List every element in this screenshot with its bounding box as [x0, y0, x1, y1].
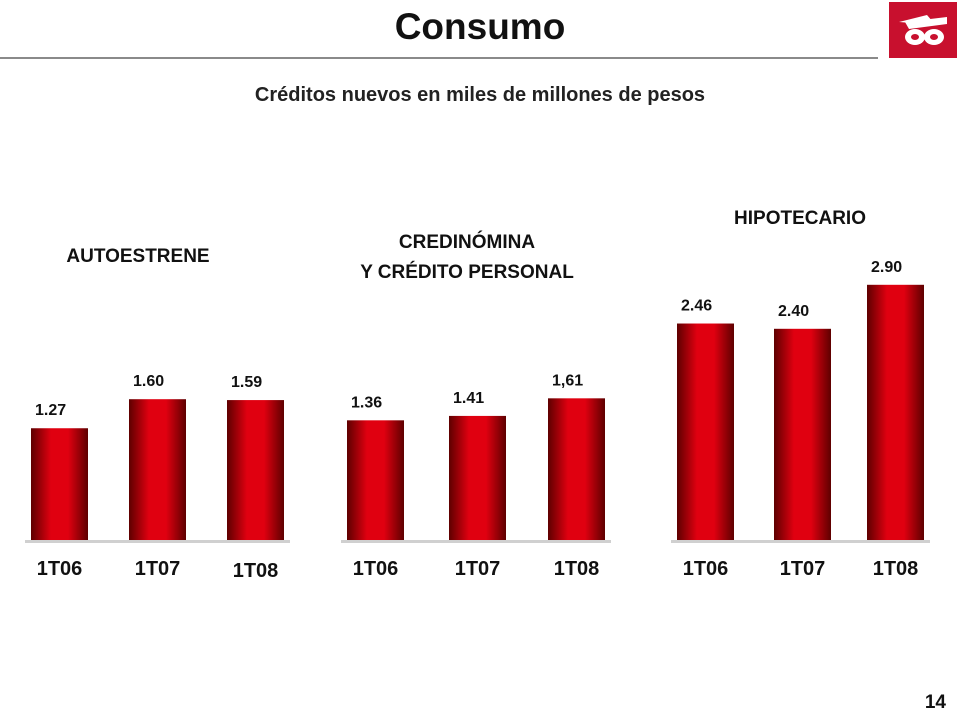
data-label: 1.41 [453, 390, 484, 407]
data-label: 1.27 [35, 402, 66, 419]
chart-title: HIPOTECARIO [734, 208, 866, 229]
title-divider [0, 57, 878, 59]
bar-1T06 [31, 428, 88, 540]
category-label: 1T08 [233, 560, 279, 582]
data-label: 1.60 [133, 373, 164, 390]
data-label: 1,61 [552, 372, 583, 389]
category-label: 1T06 [353, 558, 399, 580]
bar-1T08 [548, 398, 605, 540]
banorte-logo-icon [889, 2, 957, 58]
chart-2: CREDINÓMINA Y CRÉDITO PERSONAL 1.36 1T06 1.4… [341, 231, 611, 580]
bar-1T06 [347, 420, 404, 540]
bar-1T08 [227, 400, 284, 540]
chart-baseline [671, 540, 930, 543]
category-label: 1T07 [780, 558, 826, 580]
chart-title: CREDINÓMINA [399, 231, 535, 253]
page-number: 14 [924, 692, 946, 713]
chart-title: AUTOESTRENE [66, 246, 209, 267]
bar-1T06 [677, 323, 734, 540]
chart-3: HIPOTECARIO 2.46 1T06 2.40 1T07 2.90 1T08 [671, 208, 930, 580]
chart-1: AUTOESTRENE 1.27 1T06 1.60 1T07 1.59 1T08 [25, 246, 290, 582]
category-label: 1T08 [873, 558, 919, 580]
chart-title: Y CRÉDITO PERSONAL [360, 261, 574, 283]
category-label: 1T06 [37, 558, 83, 580]
chart-baseline [341, 540, 611, 543]
data-label: 2.46 [681, 298, 712, 315]
bar-1T07 [774, 328, 831, 540]
data-label: 2.40 [778, 303, 809, 320]
bar-1T07 [129, 399, 186, 540]
page-title: Consumo [394, 6, 566, 47]
category-label: 1T07 [135, 558, 181, 580]
bar-1T07 [449, 415, 506, 540]
chart-subtitle: Créditos nuevos en miles de millones de … [254, 84, 706, 106]
data-label: 1.59 [231, 374, 262, 391]
bar-1T08 [867, 284, 924, 540]
category-label: 1T07 [455, 558, 501, 580]
data-label: 1.36 [351, 394, 382, 411]
category-label: 1T06 [683, 558, 729, 580]
category-label: 1T08 [554, 558, 600, 580]
data-label: 2.90 [871, 259, 902, 276]
chart-baseline [25, 540, 290, 543]
